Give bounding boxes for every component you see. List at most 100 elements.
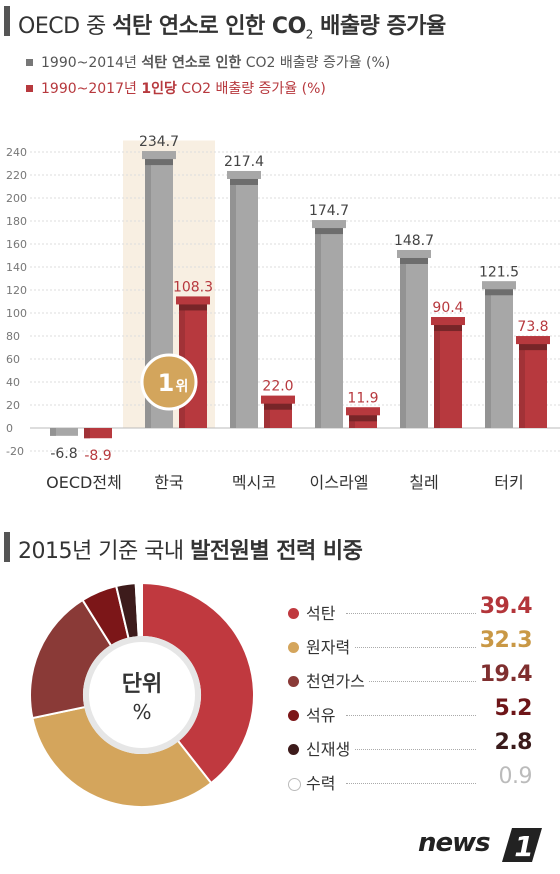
legend-leader-line <box>346 647 476 648</box>
bar-chart: -20 0 20 40 60 80 100 120 140 160 180 200 220 240 -6.8… <box>6 134 560 492</box>
y-tick-label: 120 <box>6 284 27 297</box>
bar-cap <box>142 151 176 160</box>
donut-center-unit: % <box>132 700 151 724</box>
logo-mark-icon: 1 <box>502 828 542 863</box>
bar-shade <box>230 177 236 428</box>
legend-leader-line <box>346 715 476 716</box>
legend-label: 천연가스 <box>306 668 369 692</box>
bar-cap <box>176 296 210 305</box>
chart2-title: 2015년 기준 국내 발전원별 전력 비중 <box>18 539 363 564</box>
logo-text: news <box>418 828 491 858</box>
bar-cap-shadow <box>179 304 207 311</box>
data-label-red: -8.9 <box>84 448 111 464</box>
y-tick-label: 140 <box>6 261 27 274</box>
legend-row: 수력 0.9 <box>286 764 536 804</box>
bar-cap-top <box>431 317 465 321</box>
legend-leader-line <box>346 783 476 784</box>
legend-label: 원자력 <box>306 634 355 658</box>
y-tick-label: 100 <box>6 307 27 320</box>
category-label: 터키 <box>494 473 523 492</box>
y-tick-label: 40 <box>6 376 20 389</box>
rank-badge-unit: 위 <box>176 379 189 395</box>
legend-label: 석유 <box>306 702 340 726</box>
category-label: OECD전체 <box>46 473 122 492</box>
data-label-red: 108.3 <box>173 279 213 295</box>
bar-cap-shadow <box>230 178 258 185</box>
legend-row: 원자력 32.3 <box>286 628 536 668</box>
donut-center-label: 단위 <box>122 672 162 697</box>
legend-series-red: 1990~2017년 1인당 CO2 배출량 증가율 (%) <box>26 78 326 98</box>
donut-hole <box>83 636 201 754</box>
y-tick-label: 60 <box>6 353 20 366</box>
bar-cap-shadow <box>349 415 377 422</box>
y-tick-label: 220 <box>6 169 27 182</box>
bar-shade <box>264 402 270 428</box>
news1-logo: news 1 <box>418 820 548 864</box>
bar-shade <box>434 324 440 428</box>
bar-cap <box>346 407 380 416</box>
y-tick-label: -20 <box>6 445 24 458</box>
legend-leader-line <box>346 749 476 750</box>
legend-value: 39.4 <box>479 594 533 619</box>
bar-gray <box>50 428 78 436</box>
bar-shade <box>400 256 406 428</box>
category-label: 멕시코 <box>232 473 276 492</box>
logo-mark-text: 1 <box>514 830 533 863</box>
category-label: 한국 <box>154 473 183 492</box>
legend-dot <box>288 676 299 687</box>
y-tick-label: 240 <box>6 146 27 159</box>
legend-dot <box>288 778 301 791</box>
bar-red <box>84 428 112 439</box>
data-label-gray: 234.7 <box>139 134 179 150</box>
bar-shade <box>485 288 491 428</box>
data-label-gray: 148.7 <box>394 233 434 249</box>
bar-cap-shadow <box>145 159 173 166</box>
legend-swatch-red <box>26 84 33 92</box>
bar-cap <box>482 281 516 290</box>
legend-row: 신재생 2.8 <box>286 730 536 770</box>
legend-label: 수력 <box>306 770 340 794</box>
title-bar-2 <box>4 532 10 562</box>
y-tick-label: 180 <box>6 215 27 228</box>
legend-value: 5.2 <box>494 696 533 721</box>
legend-dot <box>288 744 299 755</box>
bar-cap-top <box>346 407 380 411</box>
legend-value: 32.3 <box>479 628 533 653</box>
bar-shade <box>145 158 151 428</box>
category-label: 칠레 <box>409 473 438 492</box>
bar-cap-shadow <box>485 289 513 296</box>
y-tick-label: 200 <box>6 192 27 205</box>
bar-cap-top <box>312 220 346 224</box>
chart1-title: OECD 중 석탄 연소로 인한 CO2 배출량 증가율 <box>18 14 446 42</box>
donut-legend: 석탄 39.4 원자력 32.3 천연가스 19.4 석유 5.2 신재생 2.8 수력 0.9 <box>286 594 536 804</box>
bar-cap-shadow <box>400 257 428 264</box>
legend-dot <box>288 710 299 721</box>
bar-cap <box>227 170 261 179</box>
bar-cap-top <box>516 336 550 340</box>
data-label-gray: -6.8 <box>50 446 77 462</box>
legend-leader-line <box>346 613 476 614</box>
data-label-red: 22.0 <box>262 379 293 395</box>
category-label: 이스라엘 <box>310 473 369 492</box>
bar-shade <box>315 227 321 428</box>
legend-row: 석유 5.2 <box>286 696 536 736</box>
legend-series-gray: 1990~2014년 석탄 연소로 인한 CO2 배출량 증가율 (%) <box>26 52 390 72</box>
y-tick-label: 0 <box>6 422 13 435</box>
legend-value: 0.9 <box>498 764 533 789</box>
legend-label: 석탄 <box>306 600 340 624</box>
bar-cap-top <box>397 249 431 253</box>
data-label-gray: 121.5 <box>479 264 519 280</box>
rank-badge <box>140 353 198 411</box>
rank-badge-number: 1 <box>158 369 175 397</box>
data-label-gray: 174.7 <box>309 203 349 219</box>
bar-cap <box>516 336 550 345</box>
y-tick-label: 20 <box>6 399 20 412</box>
data-label-red: 90.4 <box>432 300 463 316</box>
bar-cap-top <box>176 296 210 300</box>
legend-value: 19.4 <box>479 662 533 687</box>
bar-cap-top <box>142 151 176 155</box>
bar-shade <box>519 343 525 428</box>
bar-cap <box>261 395 295 404</box>
legend-label: 신재생 <box>306 736 355 760</box>
legend-dot <box>288 608 299 619</box>
